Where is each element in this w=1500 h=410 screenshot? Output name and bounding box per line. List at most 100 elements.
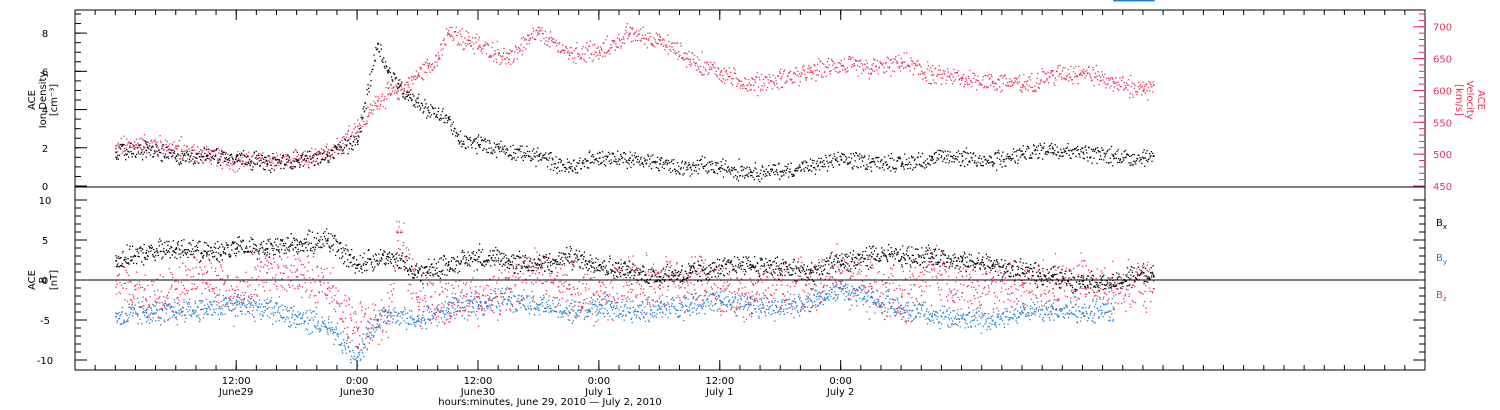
data-point [765, 89, 767, 91]
data-point [415, 101, 417, 104]
data-point [591, 60, 593, 63]
data-point [1045, 151, 1047, 153]
data-point [628, 163, 630, 165]
data-point [125, 153, 127, 155]
data-point [518, 302, 521, 305]
data-point [355, 132, 358, 134]
data-point [841, 152, 843, 155]
data-point [988, 155, 991, 157]
data-point [1107, 77, 1110, 79]
data-point [948, 75, 951, 77]
data-point [684, 310, 686, 312]
data-point [583, 318, 586, 321]
data-point [915, 64, 917, 66]
data-point [663, 161, 665, 164]
data-point [755, 168, 757, 170]
data-point [212, 154, 214, 156]
data-point [474, 298, 476, 300]
data-point [695, 62, 697, 64]
data-point [347, 153, 349, 155]
data-point [839, 287, 841, 289]
data-point [459, 33, 462, 35]
data-point [961, 161, 963, 163]
data-point [953, 68, 955, 71]
data-point [1144, 85, 1146, 87]
data-point [190, 152, 193, 154]
data-point [510, 145, 512, 148]
data-point [1086, 156, 1088, 158]
data-point [236, 159, 238, 161]
data-point [909, 167, 911, 169]
data-point [443, 38, 445, 40]
data-point [306, 310, 308, 312]
data-point [520, 151, 522, 153]
data-point [899, 156, 901, 158]
data-point [751, 312, 753, 314]
data-point [414, 321, 416, 323]
data-point [214, 300, 216, 302]
data-point [658, 305, 660, 307]
data-point [831, 291, 833, 293]
data-point [606, 155, 608, 157]
data-point [193, 156, 195, 158]
data-point [473, 53, 476, 55]
data-point [180, 155, 182, 157]
data-point [959, 153, 961, 155]
data-point [455, 310, 457, 313]
data-point [717, 294, 720, 296]
data-point [799, 81, 801, 83]
data-point [307, 164, 309, 166]
data-point [154, 140, 156, 142]
data-point [684, 294, 686, 297]
data-point [993, 163, 995, 165]
data-point [404, 98, 407, 100]
data-point [153, 153, 155, 155]
data-point [548, 37, 550, 39]
data-point [287, 160, 289, 162]
data-point [791, 300, 794, 302]
data-point [188, 301, 190, 303]
data-point [243, 303, 245, 305]
data-point [603, 42, 605, 44]
data-point [783, 313, 785, 315]
data-point [618, 163, 621, 165]
data-point [970, 81, 972, 83]
data-point [375, 96, 377, 98]
data-point [562, 315, 564, 318]
data-point [343, 135, 345, 137]
data-point [272, 153, 274, 155]
data-point [699, 304, 701, 306]
data-point [781, 304, 783, 307]
data-point [423, 317, 425, 319]
data-point [342, 142, 344, 145]
data-point [672, 170, 674, 172]
data-point [250, 168, 252, 171]
data-point [680, 303, 682, 305]
data-point [297, 159, 300, 161]
data-point [357, 346, 359, 348]
data-point [750, 84, 752, 86]
data-point [831, 288, 833, 291]
data-point [452, 121, 454, 123]
data-point [330, 321, 333, 323]
data-point [569, 319, 571, 321]
data-point [139, 153, 141, 155]
data-point [840, 282, 842, 284]
data-point [985, 74, 987, 77]
data-point [467, 138, 469, 140]
data-point [609, 315, 611, 317]
data-point [362, 116, 364, 119]
data-point [1099, 80, 1101, 82]
data-point [306, 155, 308, 157]
data-point [1125, 156, 1127, 158]
data-point [491, 300, 493, 302]
data-point [266, 160, 268, 163]
data-point [802, 161, 804, 163]
data-point [786, 75, 789, 78]
data-point [898, 54, 900, 56]
data-point [607, 151, 610, 154]
data-point [558, 43, 560, 45]
data-point [575, 165, 578, 167]
data-point [838, 71, 840, 73]
data-point [494, 297, 496, 299]
